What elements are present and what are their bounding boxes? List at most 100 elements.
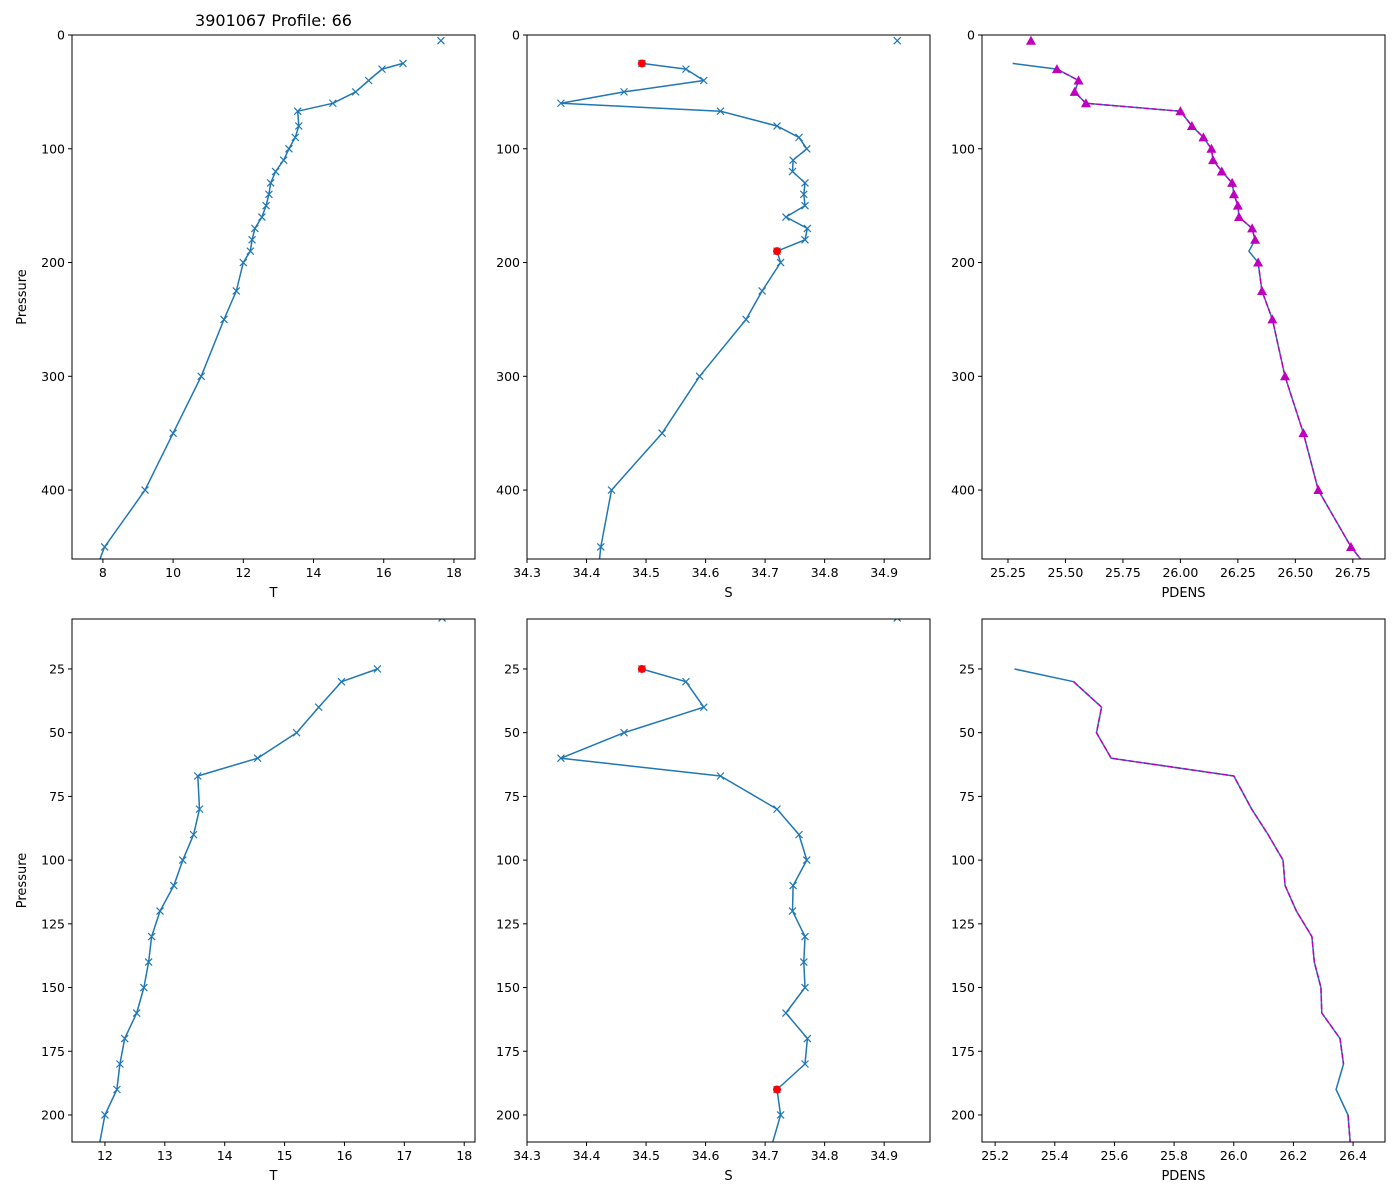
triangle-marker <box>1208 155 1219 165</box>
x-marker <box>801 932 809 941</box>
x-marker <box>314 703 323 712</box>
y-tick-label: 175 <box>496 1044 520 1059</box>
panel-t-zoom: 12 13 14 15 16 17 18 25 50 75 100 125 150 175 200 T Pres… <box>15 618 476 1184</box>
x-tick-label: 34.4 <box>573 565 601 580</box>
plot-area <box>557 619 902 1142</box>
x-marker <box>292 728 301 737</box>
y-tick-label: 0 <box>512 28 520 43</box>
x-marker <box>557 754 565 763</box>
y-tick-label: 200 <box>41 255 65 270</box>
x-marker <box>716 107 725 116</box>
y-tick-label: 200 <box>951 1107 975 1122</box>
x-marker <box>195 805 204 814</box>
x-tick-label: 12 <box>235 565 251 580</box>
triangle-marker <box>1279 371 1290 381</box>
y-tick-label: 150 <box>41 980 65 995</box>
x-marker <box>699 76 708 85</box>
x-tick-label: 13 <box>157 1148 173 1163</box>
x-tick-label: 34.9 <box>870 1148 898 1163</box>
x-tick-label: 26.75 <box>1335 565 1371 580</box>
x-marker <box>100 543 109 551</box>
x-tick-label: 16 <box>376 565 392 580</box>
x-marker <box>266 178 275 187</box>
x-marker <box>239 258 248 267</box>
x-tick-label: 14 <box>306 565 322 580</box>
x-marker <box>803 224 812 233</box>
series-line <box>1014 668 1351 1142</box>
x-marker <box>437 36 445 45</box>
x-marker <box>141 486 149 494</box>
y-tick-label: 400 <box>496 483 520 498</box>
figure-title: 3901067 Profile: 66 <box>195 11 352 30</box>
y-tick-label: 50 <box>504 725 520 740</box>
x-axis-label: PDENS <box>1161 586 1205 601</box>
y-axis-label: Pressure <box>15 269 30 325</box>
y-tick-label: 25 <box>504 661 520 676</box>
x-marker <box>232 287 241 295</box>
x-marker <box>658 429 667 438</box>
x-marker <box>893 619 902 622</box>
dot-marker <box>637 664 646 673</box>
x-axis-label: T <box>269 1169 278 1184</box>
series-line <box>1056 68 1362 559</box>
x-marker <box>801 1060 809 1068</box>
y-tick-label: 300 <box>496 369 520 384</box>
series-s-flagged <box>637 664 782 1094</box>
x-tick-label: 25.50 <box>1048 565 1084 580</box>
x-marker <box>378 65 386 74</box>
y-tick-label: 125 <box>951 916 975 931</box>
x-tick-label: 14 <box>217 1148 233 1163</box>
x-tick-label: 26.4 <box>1339 1148 1367 1163</box>
x-marker <box>557 99 565 108</box>
x-marker <box>788 907 797 916</box>
x-marker <box>788 167 797 176</box>
x-tick-label: 25.25 <box>990 565 1026 580</box>
y-tick-label: 150 <box>951 980 975 995</box>
y-tick-label: 175 <box>41 1044 65 1059</box>
x-marker <box>328 99 337 108</box>
x-marker <box>607 486 616 494</box>
axes-frame <box>71 34 476 560</box>
x-marker <box>789 881 798 890</box>
x-axis-label: S <box>724 586 732 601</box>
y-tick-label: 125 <box>496 916 520 931</box>
y-tick-label: 200 <box>41 1107 65 1122</box>
x-marker <box>782 1009 790 1017</box>
series-line <box>99 62 404 559</box>
x-marker <box>682 677 690 686</box>
y-tick-label: 125 <box>41 916 65 931</box>
panel-pdens-full: 25.25 25.50 25.75 26.00 26.25 26.50 26.75 0 100 2… <box>951 28 1386 601</box>
x-marker <box>742 315 750 324</box>
axes-frame <box>526 34 931 560</box>
y-axis-label: Pressure <box>15 853 30 909</box>
x-tick-label: 34.4 <box>573 1148 601 1163</box>
x-marker <box>364 76 373 85</box>
series-s-surface <box>893 36 902 45</box>
x-marker <box>789 156 798 165</box>
series-s-surface <box>893 619 902 622</box>
dot-marker <box>773 1085 782 1094</box>
plot-area <box>1014 668 1351 1142</box>
series-line <box>560 668 809 1142</box>
x-marker <box>189 830 198 839</box>
x-tick-label: 25.8 <box>1160 1148 1188 1163</box>
y-tick-label: 75 <box>49 789 65 804</box>
x-marker <box>801 983 809 992</box>
y-tick-label: 75 <box>959 789 975 804</box>
axes-frame <box>526 618 931 1143</box>
x-marker <box>773 805 781 814</box>
triangle-marker <box>1186 121 1197 131</box>
triangle-marker <box>1051 64 1062 74</box>
y-tick-label: 300 <box>951 369 975 384</box>
plot-area <box>1012 35 1362 559</box>
triangle-marker <box>1313 485 1324 495</box>
x-marker <box>682 65 690 74</box>
y-tick-label: 300 <box>41 369 65 384</box>
x-marker <box>250 224 259 233</box>
y-tick-label: 200 <box>496 1107 520 1122</box>
x-tick-label: 34.3 <box>513 565 541 580</box>
y-tick-label: 75 <box>504 789 520 804</box>
x-marker <box>112 1085 121 1094</box>
x-marker <box>115 1060 124 1068</box>
series-line <box>1073 681 1351 1142</box>
